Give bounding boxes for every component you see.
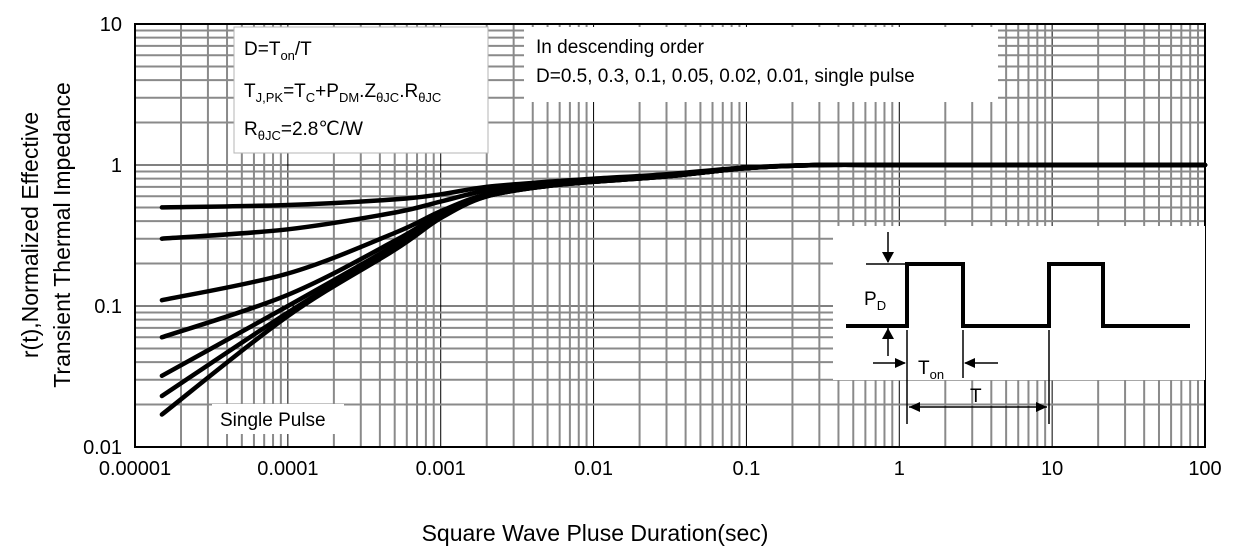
duty-cycle-formula: D=Ton/T bbox=[244, 39, 312, 63]
ton-label: Ton bbox=[918, 358, 944, 382]
order-box: In descending order D=0.5, 0.3, 0.1, 0.0… bbox=[524, 27, 998, 102]
period-label: T bbox=[970, 386, 982, 407]
ton-arrow-left-icon bbox=[964, 358, 975, 368]
y-tick-labels: 0.01 0.1 1 10 bbox=[83, 14, 122, 459]
pulse-waveform bbox=[846, 262, 1190, 328]
order-box-line2: D=0.5, 0.3, 0.1, 0.05, 0.02, 0.01, singl… bbox=[536, 66, 915, 87]
x-tick-label: 0.0001 bbox=[257, 458, 318, 480]
inset-background bbox=[833, 226, 1205, 380]
pd-arrow-up-icon bbox=[882, 328, 894, 339]
x-tick-label: 0.1 bbox=[733, 458, 761, 480]
single-pulse-label-box: Single Pulse bbox=[212, 404, 344, 434]
thermal-resistance-value: RθJC=2.8℃/W bbox=[244, 119, 363, 143]
x-tick-label: 1 bbox=[894, 458, 905, 480]
ton-arrow-right-icon bbox=[895, 358, 906, 368]
period-arrow-left-icon bbox=[909, 402, 920, 412]
x-tick-label: 0.001 bbox=[416, 458, 466, 480]
y-axis-title-line2: Transient Thermal Impedance bbox=[49, 82, 75, 388]
y-tick-label: 10 bbox=[100, 14, 122, 36]
period-arrow-right-icon bbox=[1036, 402, 1047, 412]
x-tick-label: 0.00001 bbox=[99, 458, 171, 480]
x-tick-label: 100 bbox=[1188, 458, 1221, 480]
pulse-waveform-inset: PD Ton T bbox=[833, 226, 1205, 424]
x-tick-label: 10 bbox=[1041, 458, 1063, 480]
y-tick-label: 0.1 bbox=[94, 296, 122, 318]
y-axis-title-line1: r(t),Normalized Effective bbox=[17, 112, 43, 358]
grid-minor bbox=[135, 24, 1205, 447]
pd-label: PD bbox=[864, 289, 886, 313]
y-tick-label: 0.01 bbox=[83, 437, 122, 459]
order-box-line1: In descending order bbox=[536, 37, 705, 58]
x-axis-title: Square Wave Pluse Duration(sec) bbox=[422, 520, 769, 546]
pd-arrow-down-icon bbox=[882, 252, 894, 263]
x-tick-label: 0.01 bbox=[574, 458, 613, 480]
series-line-7 bbox=[159, 162, 1208, 417]
y-tick-label: 1 bbox=[111, 155, 122, 177]
series-layer bbox=[159, 162, 1208, 417]
junction-temperature-formula: TJ,PK=TC+PDM.ZθJC.RθJC bbox=[244, 81, 441, 105]
x-tick-labels: 0.00001 0.0001 0.001 0.01 0.1 1 10 100 bbox=[99, 458, 1222, 480]
single-pulse-label: Single Pulse bbox=[220, 410, 326, 431]
formula-box: D=Ton/T TJ,PK=TC+PDM.ZθJC.RθJC RθJC=2.8℃… bbox=[233, 26, 489, 154]
